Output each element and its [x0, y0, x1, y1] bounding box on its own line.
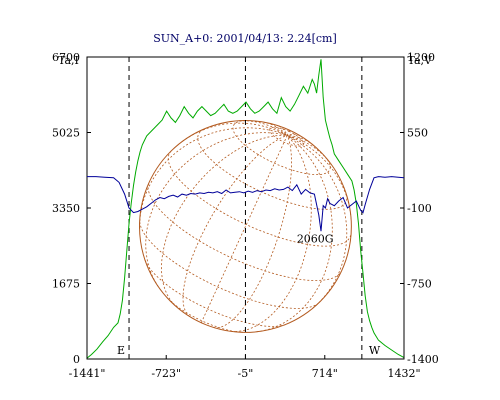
disk-longitude-line [279, 125, 288, 136]
disk-latitude-line [269, 127, 304, 147]
disk-longitude-line [286, 130, 290, 136]
disk-longitude-line [181, 122, 288, 142]
marker-label-e: E [117, 344, 125, 357]
disk-longitude-line [256, 135, 333, 333]
x-tick-label: 714" [312, 367, 338, 380]
disk-longitude-line [262, 121, 288, 136]
disk-longitude-line [287, 135, 331, 163]
disk-latitude-line [139, 221, 319, 309]
disk-longitude-line [287, 135, 314, 146]
left-tick-label: 5025 [52, 127, 80, 140]
right-tick-label: 550 [407, 127, 428, 140]
chart-title: SUN_A+0: 2001/04/13: 2.24[cm] [153, 32, 337, 45]
intensity-series-line [86, 59, 405, 359]
disk-longitude-line [200, 135, 288, 323]
disk-longitude-line [287, 135, 348, 309]
disk-longitude-line [238, 120, 288, 136]
disk-latitude-line [232, 120, 331, 175]
disk-longitude-line [161, 134, 288, 306]
right-tick-label: -750 [407, 278, 432, 291]
left-tick-label: 6700 [52, 51, 80, 64]
polarization-series-line [87, 176, 405, 232]
x-tick-label: -5" [238, 367, 254, 380]
disk-latitude-line [144, 260, 286, 327]
left-tick-label: 0 [73, 353, 80, 366]
annotation-2060g: 2060G [297, 233, 334, 246]
ticks-layer: 0 1675 3350 5025 6700 -1400 -750 -100 550 1200 -14… [52, 51, 439, 380]
disk-longitude-line [213, 135, 292, 329]
x-tick-label: -723" [151, 367, 181, 380]
disk-longitude-line [231, 135, 312, 332]
x-tick-label: -1441" [69, 367, 106, 380]
series-layer [86, 59, 405, 359]
left-axis-label: Ta,I [58, 54, 79, 67]
disk-longitude-line [182, 135, 288, 317]
disk-latitude-line [197, 128, 348, 210]
left-tick-label: 1675 [52, 278, 80, 291]
marker-label-w: W [369, 344, 381, 357]
disk-latitude-line [147, 183, 342, 281]
disk-latitude-line [167, 150, 352, 247]
right-tick-label: -100 [407, 202, 432, 215]
right-axis-label: Ta,V [408, 54, 434, 67]
disk-latitude-line [166, 297, 243, 333]
right-tick-label: 1200 [407, 51, 435, 64]
left-tick-label: 3350 [52, 202, 80, 215]
x-tick-label: 1432" [387, 367, 420, 380]
disk-longitude-line [139, 127, 288, 229]
disk-longitude-line [287, 133, 300, 136]
right-tick-label: -1400 [407, 353, 439, 366]
disk-longitude-line [145, 132, 288, 288]
